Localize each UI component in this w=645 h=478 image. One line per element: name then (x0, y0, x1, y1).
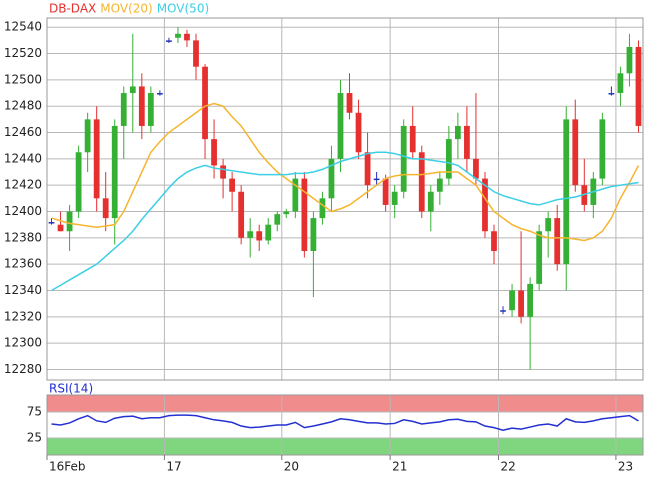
plot-border (46, 17, 644, 381)
candle-body (319, 198, 326, 219)
candle-body (193, 40, 199, 67)
candle-body (238, 191, 245, 238)
line-series (51, 151, 639, 292)
legend-entry: MOV(20) (100, 2, 152, 16)
candle-body (283, 211, 290, 215)
candle-body (400, 125, 407, 192)
legend-entry: DB-DAX (49, 2, 96, 16)
candle-body (120, 93, 127, 126)
y-tick-label: 12340 (4, 283, 42, 297)
candle-body (454, 125, 461, 140)
candle-body (563, 119, 570, 265)
x-tick-label: 22 (501, 460, 516, 474)
candle-body (382, 178, 389, 205)
y-tick-label: 12300 (4, 336, 42, 350)
candle-body (310, 218, 317, 251)
candle-body (229, 178, 236, 192)
candle-body (482, 178, 488, 232)
candle-body (491, 231, 497, 251)
y-tick-label: 12540 (4, 20, 42, 34)
candle-body (518, 290, 524, 317)
candle-body (599, 119, 606, 179)
candle-body (527, 283, 534, 317)
candle-body (292, 178, 299, 212)
candle-body (57, 224, 64, 232)
candle-body (635, 46, 642, 126)
candle-body (364, 152, 371, 186)
candle-body (66, 211, 73, 232)
candle-body (147, 93, 154, 126)
candle-body (93, 119, 100, 199)
line-series (51, 414, 639, 431)
x-tick-label: 21 (392, 460, 407, 474)
candle-body (102, 198, 109, 219)
y-tick-label: 12480 (4, 99, 42, 113)
candle-body (202, 66, 208, 140)
candle-body (500, 310, 506, 312)
candle-body (274, 214, 281, 225)
candle-body (473, 158, 479, 179)
candle-body (247, 231, 254, 238)
lower-band (47, 438, 643, 455)
candle-body (301, 178, 308, 251)
candle-body (156, 93, 163, 95)
candle-body (111, 125, 118, 219)
candle-body (536, 231, 543, 284)
y-tick-label: 12440 (4, 151, 42, 165)
candle-body (509, 290, 515, 311)
candle-body (166, 40, 172, 42)
candle-body (220, 165, 226, 179)
legend-entry: MOV(50) (157, 2, 209, 16)
candle-body (337, 93, 344, 159)
x-tick-label: 23 (618, 460, 633, 474)
candle-body (346, 93, 353, 113)
candle-body (464, 125, 470, 159)
y-tick-label: 12420 (4, 178, 42, 192)
candle-body (373, 178, 380, 181)
candle-body (184, 33, 190, 41)
candle-body (427, 191, 434, 212)
upper-band (47, 395, 643, 412)
candle-body (608, 93, 615, 95)
candle-body (355, 112, 362, 153)
candle-body (545, 218, 552, 232)
candle-body (328, 158, 335, 199)
y-tick-label: 12500 (4, 72, 42, 86)
candle-body (175, 33, 181, 38)
candle-body (572, 119, 579, 186)
candle-body (445, 139, 452, 179)
candle-body (84, 119, 91, 153)
y-tick-label: 12460 (4, 125, 42, 139)
y-tick-label: 75 (27, 405, 42, 419)
y-tick-label: 12320 (4, 309, 42, 323)
plot-frame (46, 17, 644, 381)
x-tick-label: 16Feb (49, 460, 86, 474)
candle-body (554, 218, 561, 265)
y-tick-label: 12280 (4, 362, 42, 376)
candle-body (617, 73, 624, 94)
y-tick-label: 12400 (4, 204, 42, 218)
y-tick-label: 25 (27, 431, 42, 445)
candle-body (626, 46, 633, 74)
candle-body (391, 191, 398, 205)
candle-body (211, 139, 217, 166)
legend-entry: RSI(14) (49, 382, 93, 396)
candle-body (436, 178, 443, 192)
candle-body (418, 152, 425, 212)
y-tick-label: 12380 (4, 230, 42, 244)
y-tick-label: 12360 (4, 257, 42, 271)
y-tick-label: 12520 (4, 46, 42, 60)
candle-body (75, 152, 82, 212)
candle-body (256, 231, 263, 241)
candle-body (409, 125, 416, 153)
candle-body (265, 224, 272, 241)
x-tick-label: 20 (284, 460, 299, 474)
x-tick-label: 17 (166, 460, 181, 474)
candle-body (129, 86, 136, 94)
candle-body (138, 86, 145, 126)
line-series (51, 102, 640, 242)
candle-body (48, 222, 55, 224)
plot-border (46, 394, 644, 456)
